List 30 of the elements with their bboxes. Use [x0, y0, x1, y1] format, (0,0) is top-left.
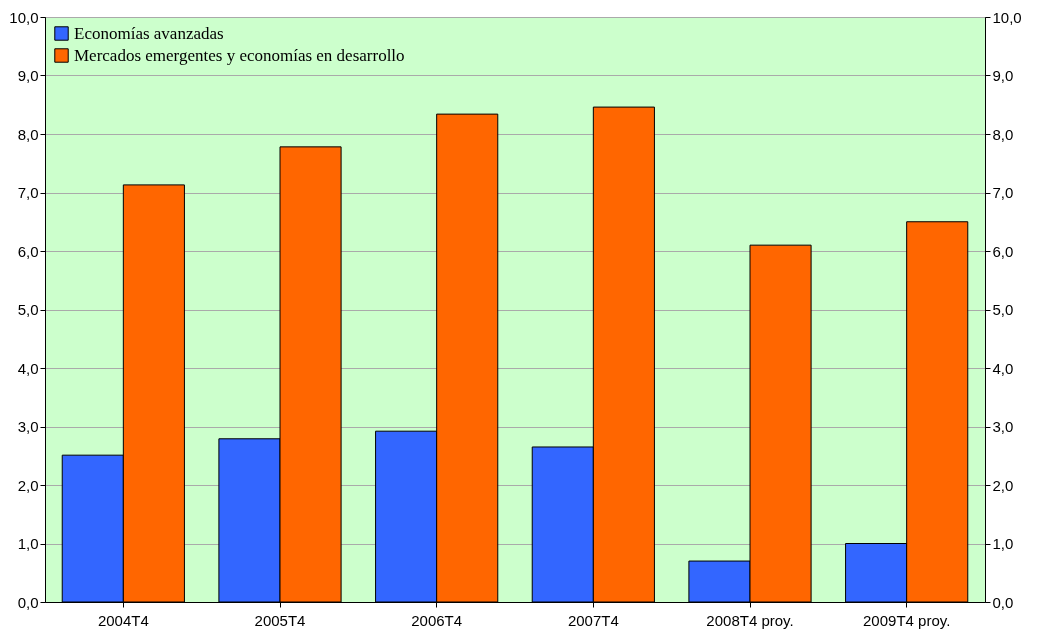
- x-tick-label: 2008T4 proy.: [706, 611, 794, 629]
- y2-tick-label: 7,0: [992, 184, 1014, 201]
- y-tick-label: 5,0: [17, 301, 39, 318]
- legend-label: Economías avanzadas: [74, 23, 224, 43]
- x-tick-label: 2006T4: [411, 611, 463, 629]
- y-tick-label: 4,0: [17, 359, 39, 377]
- y-tick-label: 3,0: [17, 418, 39, 435]
- y-tick-label: 0,0: [17, 593, 39, 611]
- y2-tick-label: 8,0: [992, 125, 1014, 143]
- x-tick-label: 2009T4 proy.: [863, 611, 951, 629]
- y2-tick-label: 3,0: [992, 418, 1014, 435]
- y2-tick-label: 0,0: [992, 593, 1014, 611]
- y2-tick-label: 1,0: [992, 535, 1014, 552]
- x-tick-label: 2007T4: [567, 611, 619, 629]
- y2-tick-label: 10,0: [992, 8, 1022, 26]
- y-tick-label: 2,0: [17, 476, 39, 494]
- y2-tick-label: 5,0: [992, 301, 1014, 318]
- y-tick-label: 9,0: [17, 67, 39, 84]
- y2-tick-label: 9,0: [992, 67, 1014, 84]
- y2-tick-label: 4,0: [992, 359, 1014, 377]
- y-tick-label: 1,0: [17, 535, 39, 552]
- x-tick-label: 2004T4: [97, 611, 149, 629]
- x-tick-label: 2005T4: [254, 611, 306, 629]
- y-tick-label: 6,0: [17, 242, 39, 260]
- y2-tick-label: 6,0: [992, 242, 1014, 260]
- legend-label: Mercados emergentes y economías en desarrollo: [74, 45, 405, 65]
- y2-tick-label: 2,0: [992, 476, 1014, 494]
- y-tick-label: 7,0: [17, 184, 39, 201]
- y-tick-label: 10,0: [9, 8, 39, 26]
- y-tick-label: 8,0: [17, 125, 39, 143]
